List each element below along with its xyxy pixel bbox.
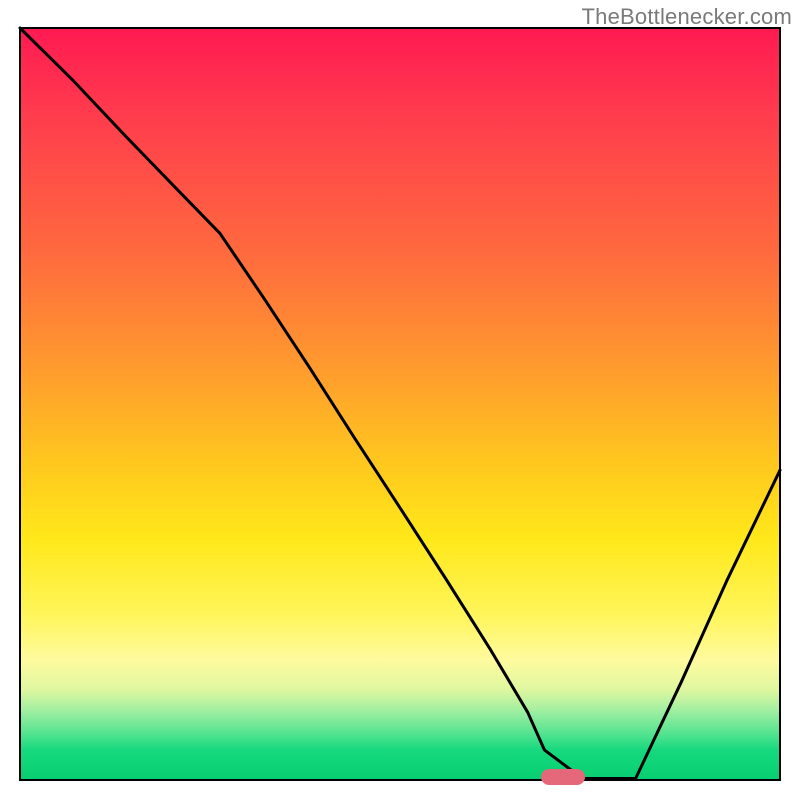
bottleneck-curve	[20, 28, 780, 780]
plot-area	[20, 28, 780, 780]
optimal-marker	[541, 769, 585, 785]
chart-stage: TheBottlenecker.com	[0, 0, 800, 800]
watermark-text: TheBottlenecker.com	[582, 4, 792, 30]
